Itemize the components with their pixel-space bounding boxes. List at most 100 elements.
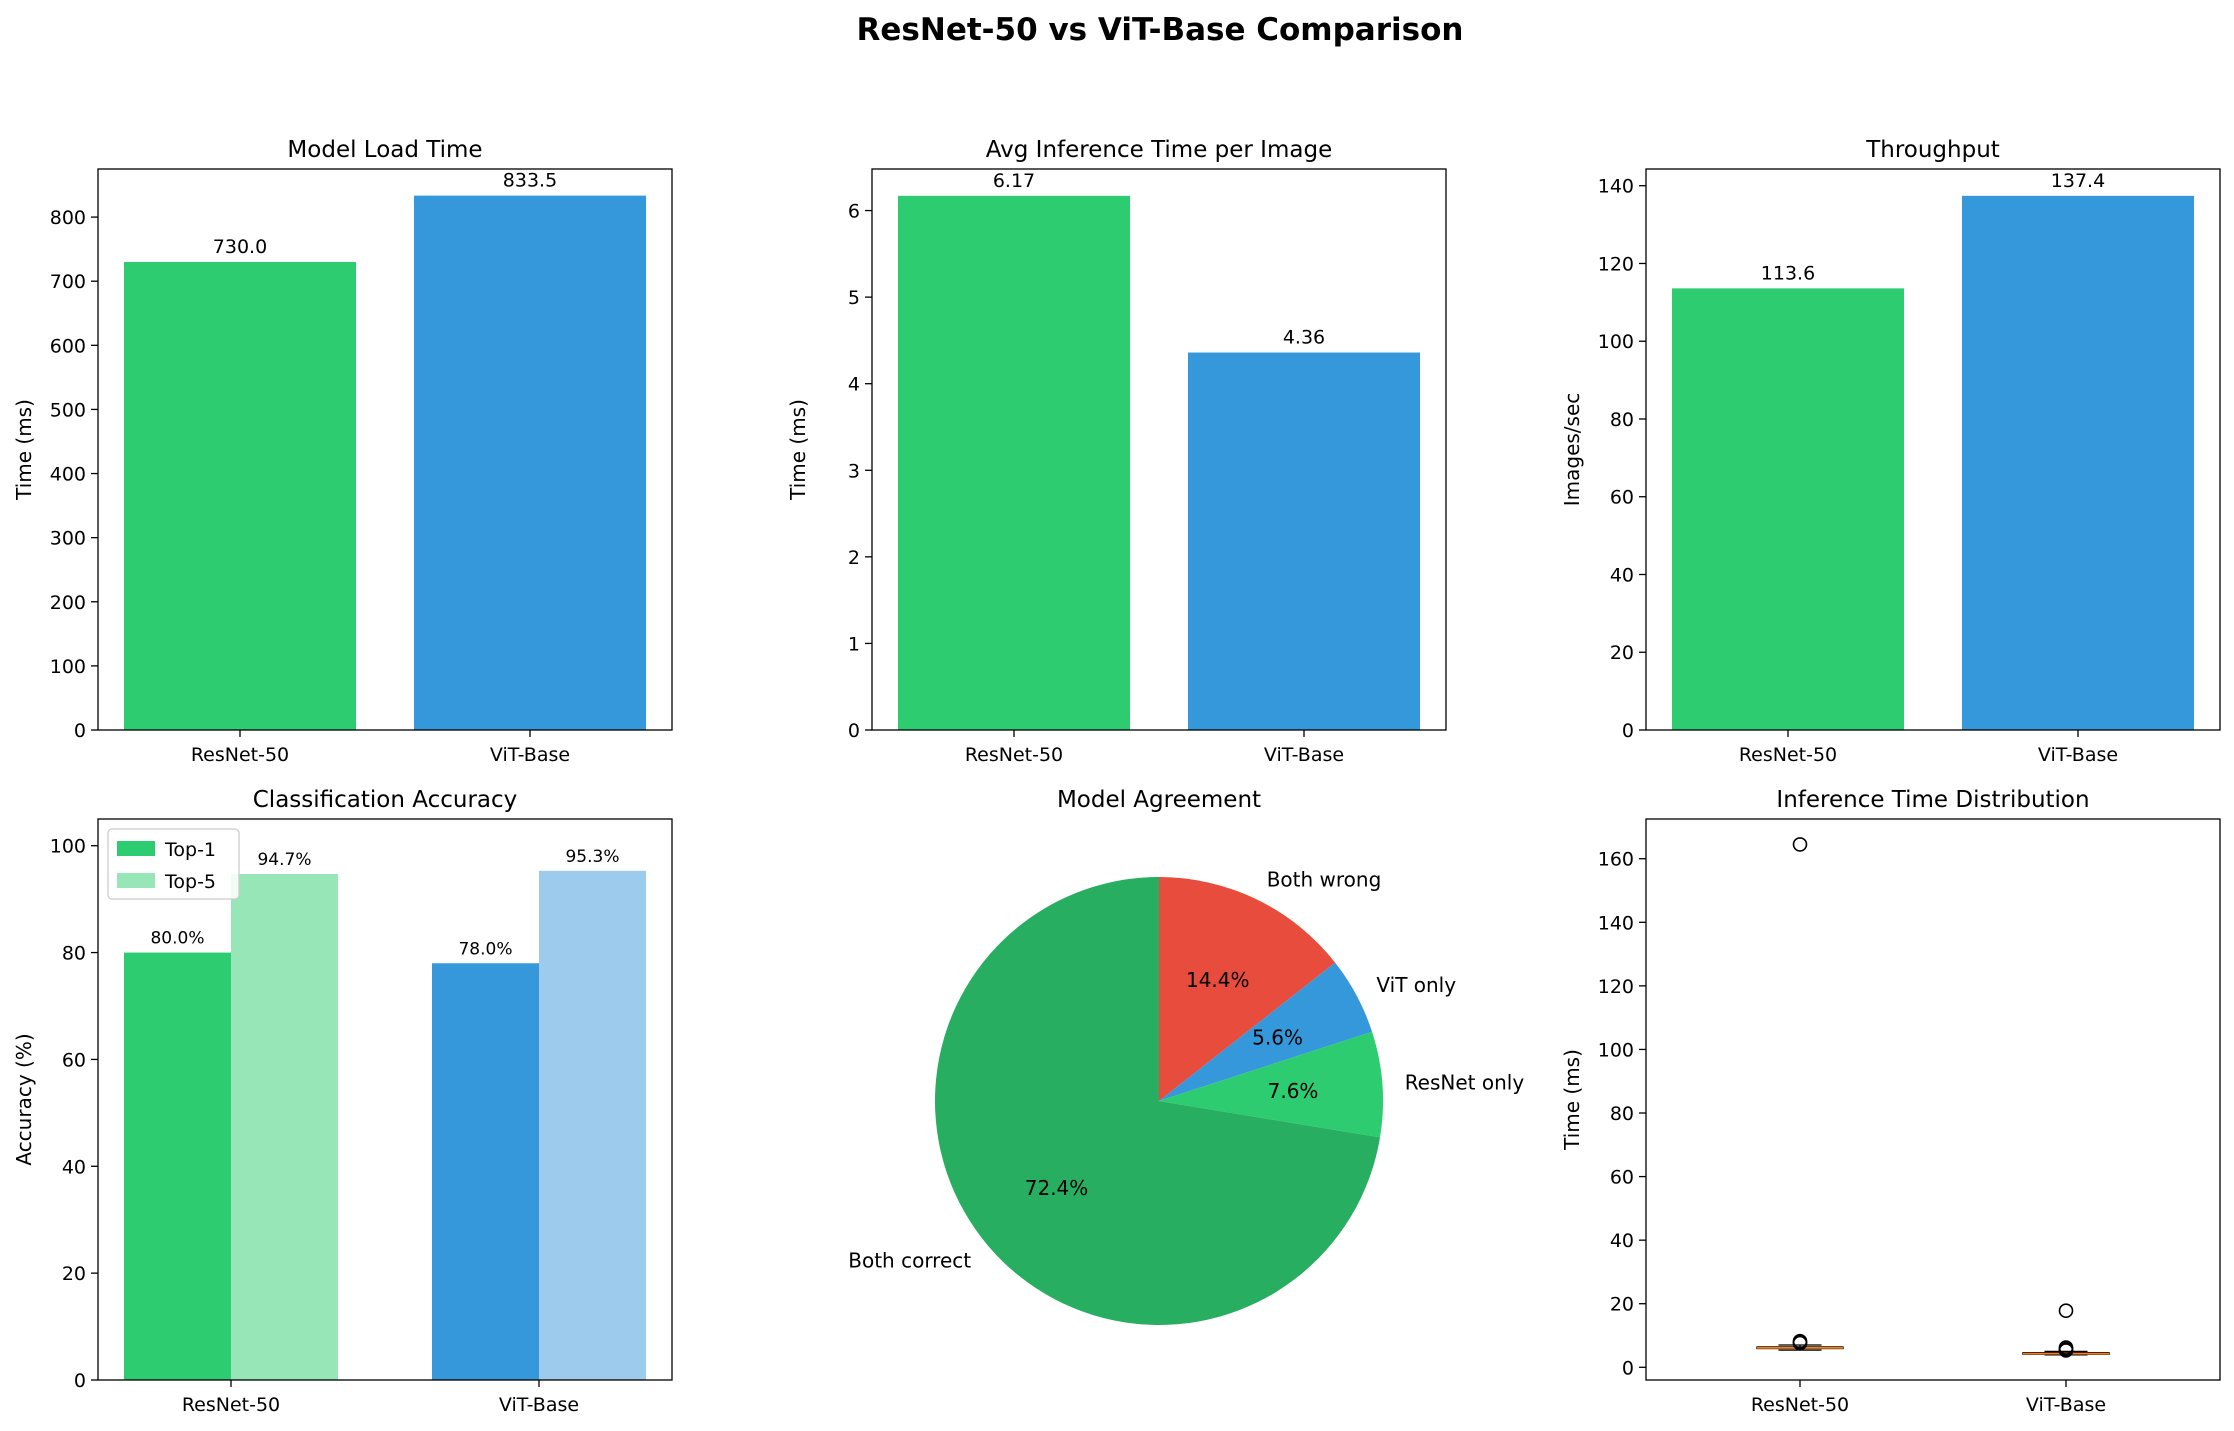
x-tick-label: ViT-Base	[2038, 744, 2118, 766]
y-tick-label: 0	[74, 720, 86, 742]
y-tick-label: 0	[848, 720, 860, 742]
bar-value-label: 95.3%	[565, 847, 619, 867]
pie-pct-label: 14.4%	[1186, 968, 1250, 992]
y-tick-label: 5	[848, 287, 860, 309]
bar-resnet-50	[1672, 288, 1904, 730]
y-tick-label: 60	[1610, 487, 1634, 509]
bar-value-label: 137.4	[2051, 170, 2105, 192]
pie-slice-vit-only	[1159, 962, 1373, 1101]
y-tick-label: 80	[1610, 1103, 1634, 1125]
bar-vit-base	[1962, 195, 2194, 730]
chart-title: Inference Time Distribution	[1776, 787, 2089, 813]
y-tick-label: 100	[50, 836, 86, 858]
y-tick-label: 120	[1598, 976, 1634, 998]
x-tick-label: ResNet-50	[182, 1394, 280, 1416]
y-tick-label: 600	[50, 335, 86, 357]
pie-slice-resnet-only	[1159, 1031, 1383, 1138]
chart-title: Model Agreement	[1057, 787, 1261, 813]
y-tick-label: 300	[50, 528, 86, 550]
y-tick-label: 40	[1610, 564, 1634, 586]
pie-slice-label: Both correct	[848, 1248, 971, 1272]
pie-pct-label: 72.4%	[1025, 1176, 1089, 1200]
axes-frame	[1645, 168, 2221, 731]
y-tick-label: 400	[50, 464, 86, 486]
chart-load: Model Load Time 0 100 200 300 400 500 600 700 800…	[12, 137, 673, 766]
chart-infer: Avg Inference Time per Image 0 1 2 3 4 5 6 Time …	[786, 137, 1447, 766]
y-tick-label: 100	[1598, 331, 1634, 353]
y-tick-label: 80	[1610, 409, 1634, 431]
y-tick-label: 140	[1598, 176, 1634, 198]
x-tick-label: ViT-Base	[1264, 744, 1344, 766]
y-axis-label: Time (ms)	[1560, 1049, 1584, 1151]
bar-value-label: 6.17	[993, 170, 1035, 192]
y-tick-label: 40	[1610, 1230, 1634, 1252]
pie-slice-label: ResNet only	[1405, 1070, 1525, 1094]
pie-slice-label: ViT only	[1376, 973, 1456, 997]
x-tick-label: ResNet-50	[1751, 1394, 1849, 1416]
y-tick-label: 0	[74, 1370, 86, 1392]
bar-top-5-vit-base	[539, 870, 646, 1380]
y-tick-label: 140	[1598, 912, 1634, 934]
outlier-point	[1792, 1333, 1808, 1349]
bar-value-label: 4.36	[1283, 327, 1325, 349]
axes-frame	[97, 818, 673, 1381]
y-tick-label: 100	[50, 656, 86, 678]
bar-top-1-resnet-50	[124, 952, 231, 1380]
legend-label: Top-1	[164, 839, 216, 861]
x-tick-label: ViT-Base	[2026, 1394, 2106, 1416]
y-tick-label: 0	[1622, 1357, 1634, 1379]
axes-frame	[97, 168, 673, 731]
y-tick-label: 60	[62, 1049, 86, 1071]
legend-label: Top-5	[164, 871, 216, 893]
y-tick-label: 6	[848, 201, 860, 223]
pie-pct-label: 7.6%	[1268, 1079, 1319, 1103]
y-axis-label: Time (ms)	[12, 399, 36, 501]
y-tick-label: 100	[1598, 1039, 1634, 1061]
x-tick-label: ResNet-50	[1739, 744, 1837, 766]
bar-top-5-resnet-50	[231, 874, 338, 1380]
y-tick-label: 20	[1610, 642, 1634, 664]
y-tick-label: 120	[1598, 253, 1634, 275]
y-tick-label: 1	[848, 633, 860, 655]
chart-title: Classification Accuracy	[253, 787, 518, 813]
x-tick-label: ViT-Base	[490, 744, 570, 766]
legend-swatch	[117, 873, 155, 888]
bar-top-1-vit-base	[432, 963, 539, 1380]
y-tick-label: 20	[62, 1263, 86, 1285]
pie-slice-both-correct	[935, 877, 1381, 1325]
bar-value-label: 94.7%	[257, 850, 311, 870]
bar-value-label: 730.0	[213, 236, 267, 258]
y-axis-label: Time (ms)	[786, 399, 810, 501]
pie-pct-label: 5.6%	[1252, 1026, 1303, 1050]
x-tick-label: ResNet-50	[191, 744, 289, 766]
bar-resnet-50	[898, 195, 1130, 731]
axes-frame	[1645, 818, 2221, 1381]
bar-value-label: 78.0%	[458, 939, 512, 959]
chart-title: Avg Inference Time per Image	[986, 137, 1332, 163]
bar-value-label: 113.6	[1761, 262, 1815, 284]
y-tick-label: 80	[62, 943, 86, 965]
outlier-point	[1792, 837, 1808, 852]
y-tick-label: 20	[1610, 1294, 1634, 1316]
y-tick-label: 200	[50, 592, 86, 614]
figure-title: ResNet-50 vs ViT-Base Comparison	[857, 12, 1464, 48]
bar-value-label: 80.0%	[150, 929, 204, 949]
y-tick-label: 160	[1598, 849, 1634, 871]
y-tick-label: 700	[50, 271, 86, 293]
x-tick-label: ViT-Base	[499, 1394, 579, 1416]
bar-value-label: 833.5	[503, 170, 557, 192]
outlier-point	[2058, 1340, 2074, 1355]
chart-throughput: Throughput 0 20 40 60 80 100 120 140 Images/sec 11…	[1560, 137, 2221, 766]
chart-title: Model Load Time	[287, 137, 482, 163]
y-tick-label: 4	[848, 374, 860, 396]
y-tick-label: 500	[50, 399, 86, 421]
charts-area: Model Load Time0100200300400500600700800…	[12, 137, 2221, 1416]
pie-slice-label: Both wrong	[1267, 867, 1382, 891]
x-tick-label: ResNet-50	[965, 744, 1063, 766]
y-axis-label: Images/sec	[1560, 393, 1584, 507]
y-tick-label: 40	[62, 1156, 86, 1178]
bar-vit-base	[414, 195, 646, 730]
legend: Top-1 Top-5	[107, 828, 240, 900]
bar-vit-base	[1188, 352, 1420, 730]
